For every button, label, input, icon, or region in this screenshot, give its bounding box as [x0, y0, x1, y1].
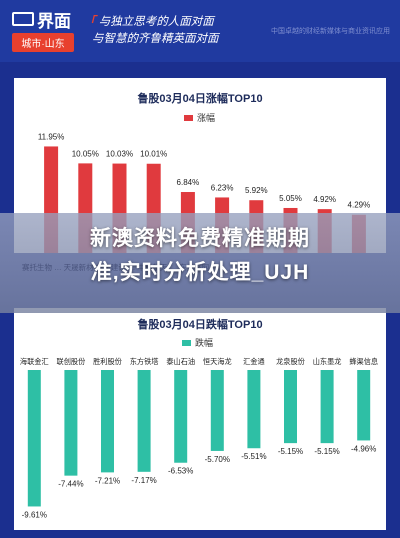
loser-value-label: -5.70% [205, 455, 230, 464]
loser-bar [210, 370, 224, 451]
gainer-value-label: 6.84% [177, 178, 200, 187]
headline: 新澳资料免费精准期期 准,实时分析处理_UJH [0, 222, 400, 290]
loser-category-label: 联创股份 [57, 357, 86, 366]
loser-bar [27, 370, 41, 507]
headline-overlay [0, 213, 400, 313]
losers-chart-title: 鲁股03月04日跌幅TOP10 [137, 319, 263, 331]
header-banner: 界面 城市·山东 「 与独立思考的人面对面 与智慧的齐鲁精英面对面 中国卓越的财… [0, 0, 400, 62]
quote-mark: 「 [84, 16, 96, 28]
gainers-chart-title: 鲁股03月04日涨幅TOP10 [137, 93, 263, 105]
logo-square-icon [12, 12, 34, 26]
gainer-value-label: 10.05% [72, 149, 99, 158]
loser-bar [284, 370, 297, 444]
loser-bar [101, 370, 114, 473]
gainer-value-label: 6.23% [211, 183, 234, 192]
logo-text: 界面 [37, 11, 71, 31]
loser-category-label: 泰山石油 [166, 357, 195, 366]
gainer-value-label: 10.01% [140, 150, 167, 159]
faint-stock-names: 赛托生物 … 天晟新材 华辰建设 … 中科航天 … 东土平网 [22, 263, 210, 272]
loser-category-label: 恒天海龙 [203, 357, 232, 366]
loser-bar [320, 370, 334, 444]
loser-value-label: -5.15% [314, 447, 339, 456]
loser-value-label: -5.15% [278, 447, 303, 456]
gainer-value-label: 5.05% [279, 194, 302, 203]
loser-bar [357, 370, 371, 441]
gainers-legend-label: 涨幅 [197, 113, 216, 123]
loser-value-label: -4.96% [351, 444, 376, 453]
loser-value-label: -7.17% [131, 476, 156, 485]
loser-value-label: -7.21% [95, 476, 120, 485]
brand-tagline: 中国卓越的财经新媒体与商业资讯应用 [271, 28, 390, 35]
loser-category-label: 海联金汇 [20, 357, 49, 366]
logo-subtitle: 城市·山东 [12, 33, 74, 52]
gainer-value-label: 4.29% [348, 201, 371, 210]
gainer-value-label: 5.92% [245, 186, 268, 195]
losers-chart-panel: 鲁股03月04日跌幅TOP10 跌幅 海联金汇 -9.61% 联创股份 -7.44% 胜… [14, 308, 386, 530]
gainer-value-label: 10.03% [106, 150, 133, 159]
losers-legend-swatch [182, 339, 191, 346]
loser-value-label: -6.53% [168, 467, 193, 476]
loser-bar [137, 370, 151, 472]
gainer-value-label: 11.95% [38, 132, 65, 141]
loser-category-label: 胜利股份 [93, 357, 122, 366]
loser-value-label: -9.61% [22, 510, 47, 519]
losers-legend: 跌幅 [182, 336, 213, 349]
loser-category-label: 蜂渠信息 [349, 357, 378, 366]
loser-category-label: 东方铁塔 [130, 357, 159, 366]
loser-bar [174, 370, 188, 463]
brand-logo[interactable]: 界面 城市·山东 [12, 8, 74, 52]
slogan-line-1: 与独立思考的人面对面 [98, 16, 214, 28]
slogan-line-2: 与智慧的齐鲁精英面对面 [92, 33, 219, 45]
loser-value-label: -5.51% [241, 452, 266, 461]
losers-bar-chart: 海联金汇 -9.61% 联创股份 -7.44% 胜利股份 -7.21% 东方铁塔 -7.17%… [20, 357, 378, 519]
loser-bar [247, 370, 261, 449]
losers-legend-label: 跌幅 [195, 338, 214, 348]
headline-line-1: 新澳资料免费精准期期 [90, 227, 310, 250]
gainer-value-label: 4.92% [313, 195, 336, 204]
slogan: 「 与独立思考的人面对面 与智慧的齐鲁精英面对面 [84, 14, 219, 48]
loser-value-label: -7.44% [58, 480, 83, 489]
loser-category-label: 龙泉股份 [276, 357, 305, 366]
gainers-legend-swatch [184, 114, 193, 121]
loser-bar [64, 370, 78, 476]
headline-line-2: 准,实时分析处理_UJH [90, 261, 310, 284]
gainers-legend: 涨幅 [184, 111, 215, 124]
loser-category-label: 山东墨龙 [313, 357, 342, 366]
loser-category-label: 汇金通 [243, 357, 265, 366]
